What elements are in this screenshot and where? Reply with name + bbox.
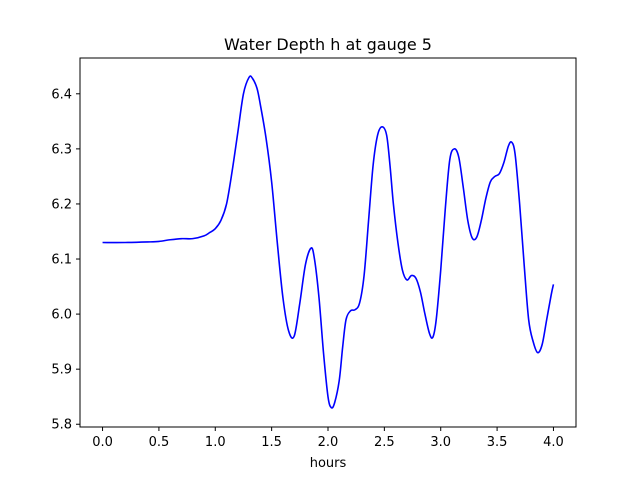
- x-axis-label: hours: [310, 456, 347, 471]
- y-tick-label: 5.8: [51, 418, 72, 433]
- x-tick-label: 3.5: [487, 435, 508, 450]
- x-axis: 0.0 0.5 1.0 1.5 2.0 2.5 3.0 3.5 4.0: [92, 427, 564, 450]
- y-axis: 5.8 5.9 6.0 6.1 6.2 6.3 6.4: [51, 87, 80, 433]
- x-tick-label: 2.0: [318, 435, 339, 450]
- x-tick-label: 1.5: [261, 435, 282, 450]
- x-tick-label: 0.5: [149, 435, 170, 450]
- plot-area: [102, 75, 555, 409]
- x-tick-label: 1.0: [205, 435, 226, 450]
- x-tick-label: 3.0: [430, 435, 451, 450]
- y-tick-label: 6.4: [51, 87, 72, 102]
- y-tick-label: 5.9: [51, 363, 72, 378]
- chart-title: Water Depth h at gauge 5: [224, 35, 432, 54]
- y-tick-label: 6.3: [51, 142, 72, 157]
- x-tick-label: 2.5: [374, 435, 395, 450]
- y-tick-label: 6.0: [51, 308, 72, 323]
- x-tick-label: 0.0: [92, 435, 113, 450]
- x-tick-label: 4.0: [543, 435, 564, 450]
- y-tick-label: 6.1: [51, 253, 72, 268]
- series-line: [102, 75, 555, 409]
- y-tick-label: 6.2: [51, 197, 72, 212]
